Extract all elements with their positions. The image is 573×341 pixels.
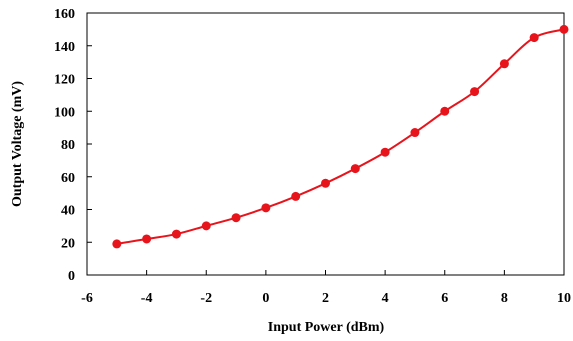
data-point (321, 178, 330, 188)
y-tick-label: 140 (54, 40, 75, 55)
y-axis-ticks: 0 20 40 60 80 100 120 140 160 (54, 7, 92, 284)
data-point (171, 229, 181, 239)
y-tick-label: 80 (61, 138, 75, 153)
y-tick-label: 160 (54, 7, 75, 22)
x-tick-label: -6 (81, 291, 93, 306)
y-tick-label: 20 (61, 236, 75, 251)
plot-area (86, 12, 565, 276)
data-point (440, 106, 450, 116)
data-point (529, 33, 539, 43)
y-tick-label: 40 (61, 204, 75, 219)
x-axis-ticks: -6 -4 -2 0 2 4 6 8 10 (81, 270, 571, 306)
x-tick-label: 2 (322, 291, 329, 306)
x-tick-label: -2 (200, 291, 212, 306)
data-point (410, 128, 420, 138)
data-point (201, 221, 211, 231)
x-tick-label: 4 (382, 291, 389, 306)
x-tick-label: 8 (501, 291, 508, 306)
data-point (112, 239, 122, 249)
y-tick-label: 60 (61, 171, 75, 186)
x-axis-title: Input Power (dBm) (268, 320, 385, 335)
x-tick-label: 6 (441, 291, 448, 306)
data-point (231, 213, 241, 223)
data-point (559, 24, 569, 34)
y-axis-title: Output Voltage (mV) (10, 81, 25, 207)
data-point (470, 87, 480, 97)
y-tick-label: 120 (54, 73, 75, 88)
y-tick-label: 100 (54, 105, 75, 120)
series-line (116, 28, 565, 245)
data-point (291, 191, 301, 201)
data-point (350, 164, 360, 174)
y-tick-label: 0 (68, 269, 75, 284)
data-point (499, 59, 509, 69)
x-tick-label: -4 (141, 291, 153, 306)
data-point (261, 203, 271, 213)
x-tick-label: 10 (557, 291, 571, 306)
data-point (380, 147, 390, 157)
data-point (142, 234, 152, 244)
series-layer (112, 24, 569, 249)
x-tick-label: 0 (262, 291, 269, 306)
